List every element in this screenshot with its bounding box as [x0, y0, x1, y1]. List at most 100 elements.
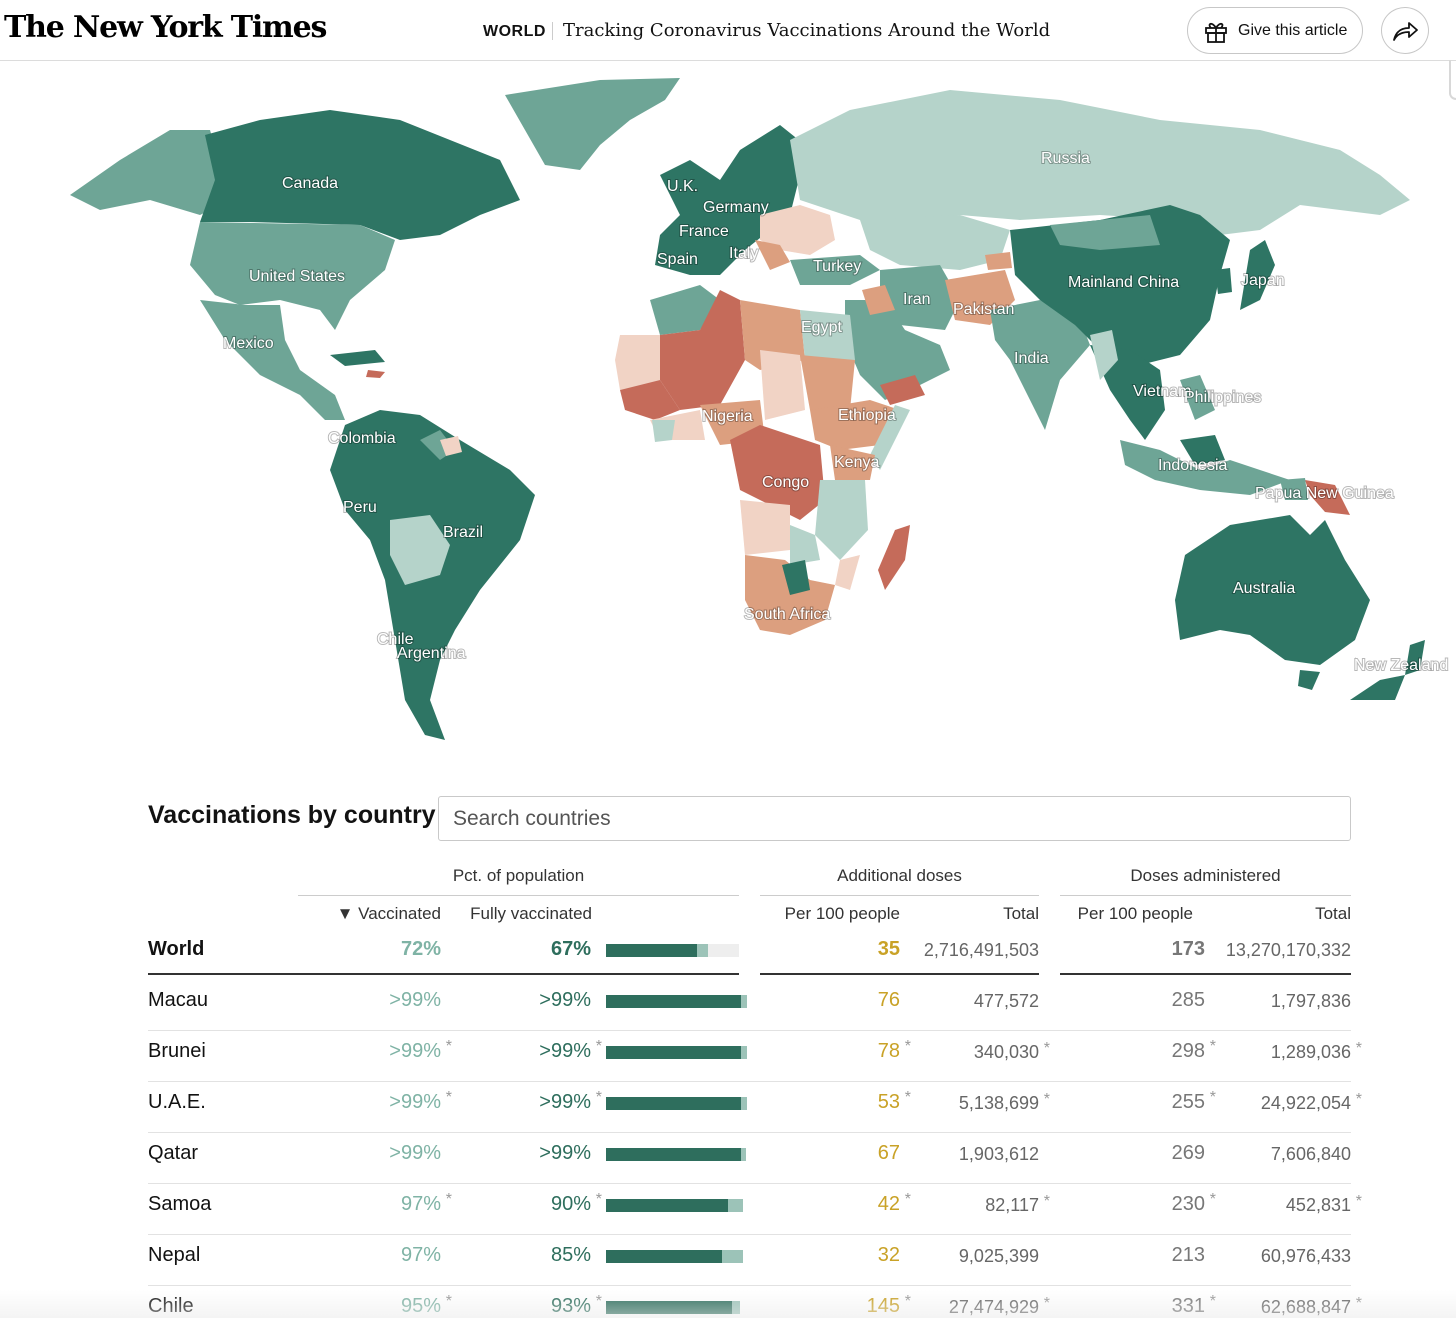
- map-region[interactable]: [440, 436, 462, 456]
- map-region[interactable]: [330, 350, 385, 366]
- column-header-doses-per100[interactable]: Per 100 people: [1077, 904, 1193, 923]
- vaccination-progress-bar: [606, 1148, 746, 1161]
- map-region[interactable]: [810, 400, 900, 450]
- map-region[interactable]: [660, 290, 745, 410]
- map-region[interactable]: [1180, 375, 1215, 420]
- search-countries-input[interactable]: [438, 796, 1351, 841]
- map-region[interactable]: [862, 285, 895, 315]
- map-region[interactable]: [505, 78, 680, 170]
- doses-total: 7,606,840: [1271, 1144, 1351, 1165]
- map-region[interactable]: [870, 405, 910, 470]
- bar-fully-segment: [606, 1301, 732, 1314]
- column-header-additional-per100[interactable]: Per 100 people: [784, 904, 900, 923]
- map-region[interactable]: [760, 350, 805, 420]
- map-region[interactable]: [790, 90, 1410, 235]
- column-header-doses-total[interactable]: Total: [1315, 904, 1351, 923]
- give-article-button[interactable]: Give this article: [1187, 7, 1363, 54]
- map-region[interactable]: [615, 335, 660, 390]
- column-header-vaccinated[interactable]: ▼ Vaccinated: [336, 904, 441, 923]
- map-region[interactable]: [880, 265, 960, 330]
- map-region[interactable]: [845, 300, 950, 400]
- column-header-additional-total[interactable]: Total: [1003, 904, 1039, 923]
- map-region[interactable]: [800, 355, 855, 410]
- doses-per100: 173: [1172, 938, 1205, 961]
- table-row[interactable]: Chile 95% * 93% * 145 * 27,474,929 * 331 * 62,688,8…: [148, 1293, 1362, 1318]
- map-region[interactable]: [70, 130, 230, 215]
- footnote-asterisk: *: [1209, 1191, 1216, 1208]
- map-region[interactable]: [730, 425, 825, 520]
- map-region[interactable]: [760, 205, 835, 255]
- vaccinated-pct-value: >99%: [389, 1091, 441, 1113]
- country-name: Nepal: [148, 1244, 200, 1267]
- map-region[interactable]: [1280, 478, 1308, 500]
- map-region[interactable]: [650, 285, 720, 335]
- column-header-fully-vaccinated[interactable]: Fully vaccinated: [470, 904, 592, 923]
- map-region[interactable]: [740, 300, 805, 370]
- map-region[interactable]: [880, 375, 925, 405]
- map-region[interactable]: [1180, 435, 1225, 465]
- additional-total-value: 9,025,399: [958, 1246, 1039, 1266]
- country-name: Chile: [148, 1295, 194, 1318]
- map-region[interactable]: [200, 110, 520, 240]
- vaccinated-pct-value: >99%: [389, 1142, 441, 1164]
- country-name: Qatar: [148, 1142, 198, 1165]
- map-label: Kenya: [834, 454, 879, 471]
- table-row[interactable]: Brunei >99% * >99% * 78 * 340,030 * 298 * 1,289,036…: [148, 1038, 1362, 1091]
- doses-total: 452,831 *: [1286, 1193, 1362, 1216]
- nyt-logo[interactable]: The New York Times: [4, 10, 327, 45]
- map-region[interactable]: [366, 370, 385, 378]
- map-region[interactable]: [1215, 268, 1232, 294]
- section-label[interactable]: WORLD: [483, 23, 546, 40]
- map-label: Turkey: [813, 258, 861, 275]
- map-region[interactable]: [740, 500, 790, 555]
- table-row[interactable]: Macau >99% >99% 76 477,572 285 1,797,836: [148, 989, 1358, 1040]
- map-region[interactable]: [1120, 440, 1290, 495]
- map-region[interactable]: [790, 525, 820, 565]
- additional-per100: 35: [878, 938, 900, 961]
- vaccinated-pct: 97%: [401, 1244, 441, 1267]
- map-region[interactable]: [815, 480, 868, 560]
- fully-vaccinated-pct-value: >99%: [539, 1040, 591, 1062]
- bar-fully-segment: [606, 944, 697, 957]
- additional-total: 2,716,491,503: [924, 940, 1039, 961]
- table-row[interactable]: Qatar >99% >99% 67 1,903,612 269 7,606,840: [148, 1142, 1358, 1193]
- map-region[interactable]: [790, 255, 880, 285]
- additional-total: 27,474,929 *: [949, 1295, 1050, 1318]
- map-label: Papua New Guinea: [1255, 485, 1394, 502]
- fully-vaccinated-pct: >99% *: [539, 1038, 602, 1063]
- map-region[interactable]: [1350, 675, 1405, 700]
- map-region[interactable]: [1050, 215, 1160, 250]
- table-row[interactable]: Samoa 97% * 90% * 42 * 82,117 * 230 * 452,831 *: [148, 1191, 1362, 1244]
- map-region[interactable]: [985, 252, 1012, 270]
- map-region[interactable]: [652, 420, 675, 442]
- map-region[interactable]: [1090, 330, 1118, 380]
- footnote-asterisk: *: [1355, 1295, 1362, 1312]
- map-region[interactable]: [860, 215, 1010, 270]
- map-region[interactable]: [655, 125, 805, 275]
- map-region[interactable]: [620, 380, 680, 420]
- world-vaccination-map[interactable]: Russia Canada U.K. Germany France Spain …: [0, 62, 1456, 762]
- doses-per100: 230 *: [1172, 1191, 1216, 1216]
- table-row[interactable]: U.A.E. >99% * >99% * 53 * 5,138,699 * 255 * 24,922,…: [148, 1089, 1362, 1142]
- additional-per100-value: 76: [877, 989, 900, 1011]
- share-button[interactable]: [1381, 7, 1429, 54]
- map-region[interactable]: [390, 515, 450, 585]
- map-region[interactable]: [1240, 240, 1275, 310]
- table-row[interactable]: Nepal 97% 85% 32 9,025,399 213 60,976,433: [148, 1244, 1358, 1295]
- give-article-label: Give this article: [1238, 21, 1348, 39]
- map-region[interactable]: [800, 310, 855, 360]
- doses-total-value: 1,289,036: [1270, 1042, 1351, 1062]
- map-region[interactable]: [1298, 670, 1320, 690]
- map-region[interactable]: [1405, 640, 1425, 675]
- map-region[interactable]: [878, 525, 910, 590]
- map-region[interactable]: [190, 222, 395, 330]
- map-region[interactable]: [1305, 480, 1350, 515]
- map-region[interactable]: [782, 560, 810, 595]
- map-region[interactable]: [200, 300, 345, 420]
- map-region[interactable]: [990, 300, 1090, 430]
- map-region[interactable]: [835, 555, 860, 590]
- map-region[interactable]: [1175, 515, 1370, 665]
- map-region[interactable]: [755, 240, 790, 270]
- doses-per100-value: 269: [1171, 1142, 1205, 1164]
- map-region[interactable]: [830, 445, 875, 480]
